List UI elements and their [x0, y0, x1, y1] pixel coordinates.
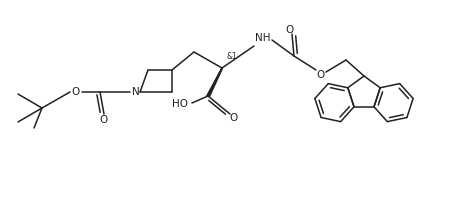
Text: O: O [100, 115, 108, 125]
Text: O: O [285, 25, 294, 35]
Text: &1: &1 [226, 52, 237, 60]
Text: O: O [316, 70, 325, 80]
Text: N: N [132, 87, 139, 97]
Text: NH: NH [255, 33, 270, 43]
Text: O: O [229, 113, 238, 123]
Text: HO: HO [172, 99, 188, 109]
Text: O: O [72, 87, 80, 97]
